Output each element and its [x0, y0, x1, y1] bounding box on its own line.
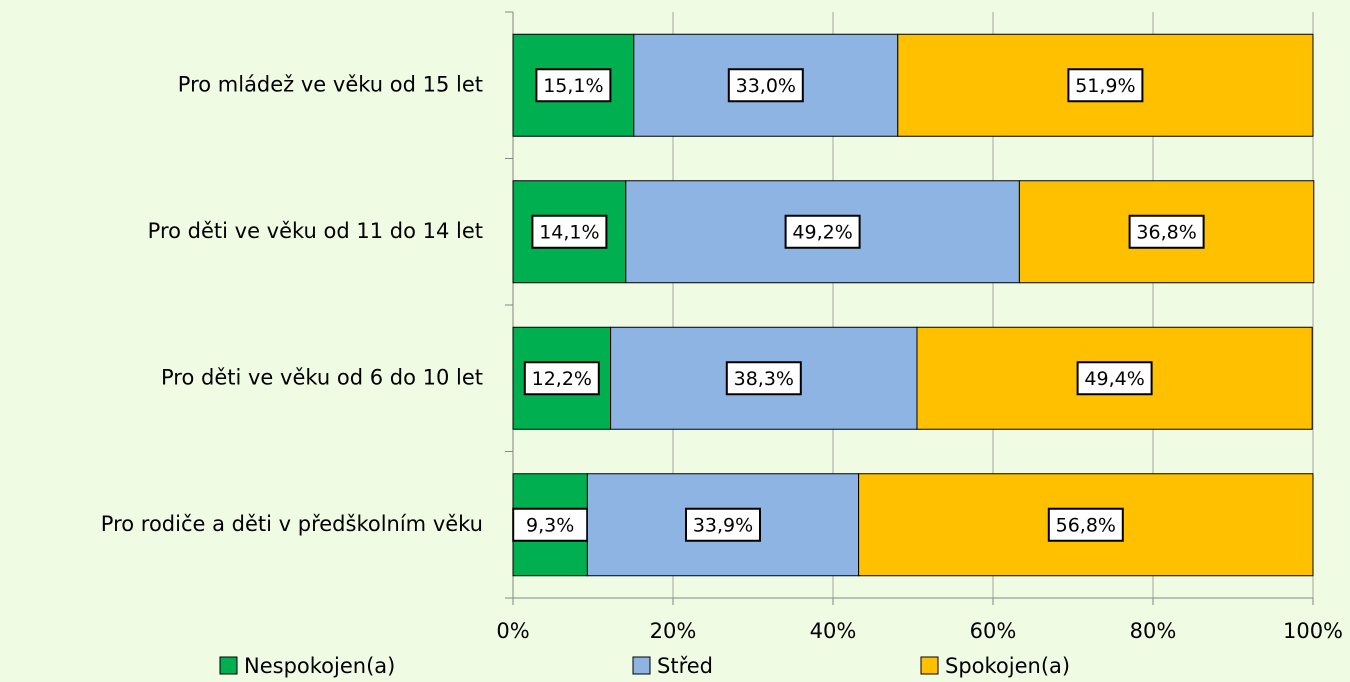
y-tick-label: Pro rodiče a děti v předškolním věku [101, 512, 483, 536]
value-label: 9,3% [526, 514, 574, 536]
x-tick-label: 100% [1283, 619, 1343, 643]
value-label: 51,9% [1075, 75, 1135, 97]
legend-label: Střed [657, 654, 713, 678]
value-label-box [685, 507, 761, 542]
x-tick-label: 60% [970, 619, 1017, 643]
value-label-box [727, 68, 804, 103]
legend-swatch [219, 656, 238, 675]
value-label: 15,1% [543, 75, 603, 97]
value-label-box [531, 214, 608, 249]
value-label-box [1067, 68, 1144, 103]
legend-label: Spokojen(a) [945, 654, 1070, 678]
value-label-box [784, 214, 861, 249]
value-label-box [512, 507, 589, 542]
value-label: 14,1% [539, 221, 599, 243]
value-label: 49,4% [1084, 368, 1144, 390]
legend-swatch [632, 656, 651, 675]
value-label: 56,8% [1056, 514, 1116, 536]
value-label-box [1047, 507, 1124, 542]
value-label-box [535, 68, 612, 103]
value-label: 36,8% [1136, 221, 1196, 243]
legend-label: Nespokojen(a) [244, 654, 395, 678]
value-label-box [725, 361, 802, 396]
legend-swatch [920, 656, 939, 675]
y-tick-label: Pro děti ve věku od 11 do 14 let [148, 219, 483, 243]
value-label-box [1076, 361, 1153, 396]
value-label: 38,3% [734, 368, 794, 390]
y-tick-label: Pro mládež ve věku od 15 let [178, 72, 483, 96]
value-label: 49,2% [792, 221, 852, 243]
x-tick-label: 0% [496, 619, 529, 643]
value-label: 12,2% [532, 368, 592, 390]
x-tick-label: 80% [1130, 619, 1177, 643]
value-label-box [523, 361, 600, 396]
value-label: 33,9% [693, 514, 753, 536]
x-tick-label: 20% [650, 619, 697, 643]
y-tick-label: Pro děti ve věku od 6 do 10 let [161, 365, 483, 389]
x-tick-label: 40% [810, 619, 857, 643]
value-label: 33,0% [736, 75, 796, 97]
value-label-box [1128, 214, 1205, 249]
